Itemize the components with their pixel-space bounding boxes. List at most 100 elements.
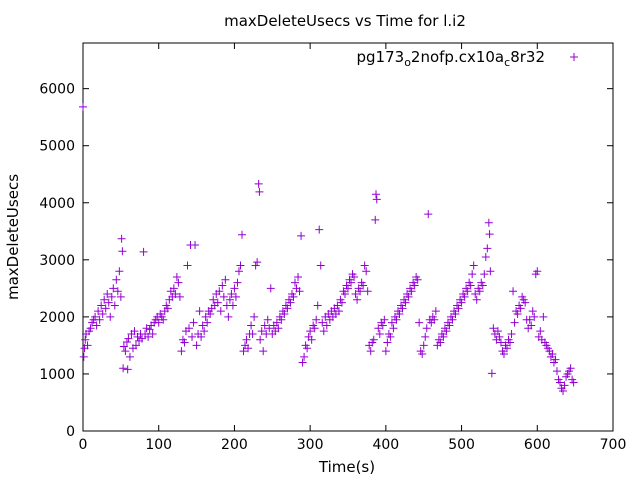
- y-tick-label: 1000: [39, 367, 75, 383]
- data-point: [163, 304, 172, 313]
- data-point: [418, 349, 427, 358]
- data-point: [118, 247, 127, 256]
- data-point: [277, 315, 286, 324]
- data-point: [410, 281, 419, 290]
- data-point: [201, 312, 210, 321]
- data-point: [248, 330, 257, 338]
- data-point: [439, 332, 448, 341]
- y-tick-label: 6000: [39, 82, 75, 98]
- x-tick-label: 400: [372, 437, 399, 453]
- data-point: [422, 324, 431, 333]
- data-point: [380, 315, 389, 324]
- legend-label: pg173o2nofp.cx10ac8r32: [357, 48, 546, 69]
- data-point: [86, 324, 95, 333]
- data-point: [475, 287, 484, 296]
- data-point: [295, 287, 304, 296]
- data-point: [510, 318, 519, 327]
- data-point: [265, 324, 274, 333]
- data-point: [363, 287, 372, 296]
- data-point: [195, 307, 204, 316]
- data-point: [132, 341, 140, 350]
- data-point: [251, 261, 260, 270]
- legend: pg173o2nofp.cx10ac8r32: [357, 48, 578, 69]
- data-point: [109, 284, 118, 293]
- data-point: [313, 301, 322, 310]
- data-point: [566, 364, 575, 373]
- data-point: [312, 315, 321, 324]
- data-point: [225, 295, 234, 304]
- data-point: [122, 337, 131, 346]
- data-point: [189, 318, 198, 327]
- data-point: [378, 321, 387, 330]
- data-point: [266, 284, 275, 293]
- data-point: [216, 307, 225, 316]
- legend-marker: [570, 53, 578, 61]
- data-point: [274, 324, 283, 333]
- data-point: [183, 261, 192, 270]
- data-point: [516, 304, 525, 313]
- data-series: [79, 102, 578, 396]
- data-point: [215, 287, 224, 296]
- data-point: [116, 292, 125, 301]
- data-point: [113, 287, 122, 296]
- data-point: [551, 355, 560, 364]
- data-point: [159, 315, 168, 324]
- data-point: [94, 307, 103, 316]
- y-tick-label: 0: [66, 424, 75, 440]
- data-point: [521, 298, 530, 307]
- data-point: [307, 335, 316, 344]
- data-point: [469, 261, 478, 270]
- data-point: [344, 284, 352, 293]
- data-point: [300, 352, 309, 361]
- data-point: [362, 267, 371, 276]
- data-point: [253, 258, 262, 267]
- data-point: [303, 344, 312, 353]
- x-tick-label: 300: [297, 437, 324, 453]
- x-tick-label: 100: [145, 437, 172, 453]
- data-point: [172, 272, 181, 281]
- data-point: [291, 278, 299, 287]
- data-point: [322, 321, 331, 330]
- data-point: [139, 247, 148, 256]
- plot-frame: [82, 42, 614, 432]
- data-point: [148, 330, 157, 338]
- data-point: [197, 332, 206, 341]
- data-point: [306, 327, 315, 336]
- data-point: [79, 102, 87, 111]
- data-point: [372, 190, 381, 199]
- data-point: [224, 312, 233, 321]
- data-point: [395, 310, 404, 319]
- y-tick-label: 3000: [39, 253, 75, 269]
- data-point: [389, 324, 398, 333]
- data-point: [213, 298, 222, 307]
- data-point: [350, 272, 359, 281]
- data-point: [404, 292, 413, 301]
- data-point: [110, 301, 119, 310]
- data-point: [495, 332, 504, 341]
- data-point: [191, 240, 200, 249]
- data-point: [419, 341, 428, 350]
- data-point: [198, 321, 207, 330]
- data-point: [387, 318, 396, 327]
- data-point: [442, 327, 451, 336]
- data-point: [448, 315, 457, 324]
- data-point: [486, 267, 495, 276]
- data-point: [407, 287, 416, 296]
- data-point: [145, 325, 154, 334]
- y-axis-title: maxDeleteUsecs: [4, 174, 22, 300]
- data-point: [360, 261, 369, 270]
- data-point: [483, 244, 492, 253]
- data-point: [230, 284, 239, 293]
- data-point: [353, 295, 362, 304]
- data-point: [552, 367, 561, 376]
- data-point: [263, 315, 272, 324]
- data-point: [460, 292, 469, 301]
- data-point: [234, 267, 243, 276]
- data-point: [286, 298, 295, 307]
- y-tick-label: 2000: [39, 310, 75, 326]
- data-point: [356, 287, 365, 296]
- data-point: [280, 310, 289, 319]
- data-point: [381, 347, 390, 356]
- data-point: [83, 341, 92, 350]
- data-point: [289, 292, 298, 301]
